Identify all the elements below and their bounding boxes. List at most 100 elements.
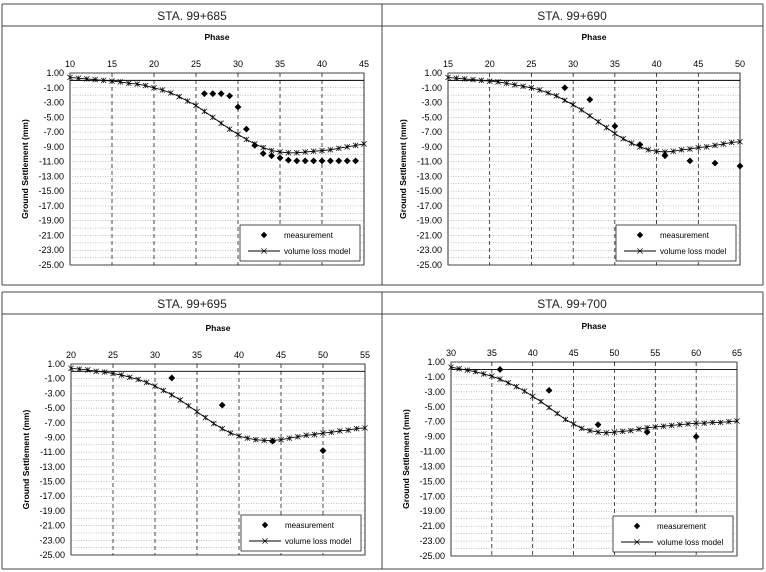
- y-tick-label: -7.00: [424, 417, 445, 427]
- legend-label-model: volume loss model: [657, 538, 723, 547]
- measurement-point: [285, 156, 292, 164]
- model-point: [201, 108, 208, 115]
- model-point: [528, 84, 535, 91]
- model-point: [285, 149, 292, 156]
- x-axis-title: Phase: [204, 32, 229, 42]
- chart-panel-2: STA. 99+690 15 20 25 30 35 40 45 50 Phase 1.00 -1.0…: [398, 9, 745, 270]
- measurement-point: [692, 433, 700, 441]
- measurement-point: [293, 157, 301, 165]
- y-tick-label: -3.00: [424, 387, 445, 397]
- measurement-point: [276, 154, 284, 162]
- model-point: [734, 418, 740, 424]
- model-point: [448, 364, 454, 371]
- model-point: [587, 427, 593, 434]
- legend: measurement volume loss model: [239, 224, 361, 262]
- model-point: [126, 374, 133, 381]
- chart-title: STA. 99+690: [537, 9, 607, 23]
- model-point: [83, 76, 90, 82]
- x-tick-label: 30: [568, 59, 578, 69]
- model-point: [685, 421, 691, 427]
- model-point: [177, 397, 184, 403]
- model-point: [480, 371, 487, 377]
- model-point: [678, 146, 685, 153]
- legend-diamond-icon: [636, 231, 644, 239]
- x-tick-label: 25: [191, 59, 201, 69]
- model-point: [67, 74, 73, 81]
- legend-star-icon: [262, 538, 268, 544]
- y-tick-label: -11.00: [420, 447, 445, 457]
- model-point: [209, 114, 216, 121]
- legend-label-measurement: measurement: [660, 231, 710, 240]
- model-point: [320, 430, 326, 436]
- y-tick-label: -19.00: [416, 216, 442, 226]
- model-point: [461, 76, 468, 82]
- model-point: [497, 376, 503, 383]
- model-point: [345, 427, 352, 433]
- model-point: [619, 428, 626, 435]
- measurement-point: [561, 84, 569, 92]
- legend-box: [239, 224, 361, 262]
- model-point: [184, 98, 191, 104]
- x-tick-label: 55: [360, 350, 370, 360]
- measurement-point: [319, 447, 327, 455]
- y-tick-label: -7.00: [43, 127, 64, 137]
- y-tick-label: -1.00: [424, 372, 445, 382]
- model-point: [701, 420, 708, 427]
- legend-box: [615, 224, 737, 262]
- y-tick-label: -15.00: [38, 186, 64, 196]
- model-point: [660, 423, 667, 430]
- measurement-point: [352, 157, 359, 165]
- model-point: [176, 93, 183, 100]
- y-tick-label: -21.00: [39, 521, 65, 531]
- y-tick-label: -1.00: [43, 83, 64, 93]
- y-tick-label: -23.00: [419, 536, 445, 546]
- model-point: [244, 435, 251, 442]
- x-tick-label: 35: [192, 350, 202, 360]
- measurement-point: [259, 150, 267, 157]
- x-tick-label: 30: [150, 350, 160, 360]
- model-point: [578, 425, 585, 432]
- legend-label-measurement: measurement: [284, 231, 334, 240]
- model-point: [720, 141, 727, 147]
- y-tick-label: -25.00: [419, 551, 445, 561]
- legend-label-model: volume loss model: [660, 247, 726, 256]
- measurement-point: [643, 428, 651, 436]
- model-point: [709, 419, 716, 426]
- model-point: [703, 143, 710, 150]
- model-point: [546, 404, 552, 411]
- legend-diamond-icon: [261, 521, 269, 529]
- legend-diamond-icon: [260, 231, 268, 239]
- model-point: [218, 120, 225, 127]
- model-point: [538, 398, 544, 405]
- legend: measurement volume loss model: [615, 224, 737, 262]
- model-point: [645, 146, 652, 153]
- measurement-point: [318, 157, 326, 165]
- x-tick-label: 15: [107, 59, 117, 69]
- model-point: [352, 142, 359, 149]
- legend: measurement volume loss model: [240, 514, 362, 552]
- model-point: [210, 420, 217, 427]
- y-tick-label: -5.00: [421, 112, 442, 122]
- x-tick-label: 50: [609, 348, 619, 358]
- model-point: [464, 367, 471, 374]
- measurement-point: [209, 90, 217, 98]
- y-axis-title: Ground Settlement (mm): [401, 409, 411, 509]
- model-point: [603, 430, 610, 436]
- y-tick-label: -17.00: [38, 201, 64, 211]
- legend-label-model: volume loss model: [284, 247, 350, 256]
- model-point: [269, 437, 276, 444]
- model-point: [495, 79, 501, 85]
- model-point: [620, 135, 627, 142]
- model-point: [235, 131, 241, 138]
- model-point: [226, 126, 233, 132]
- model-point: [335, 145, 342, 152]
- y-tick-label: -25.00: [39, 550, 65, 560]
- measurement-point: [736, 162, 744, 170]
- model-point: [168, 392, 175, 398]
- model-point: [159, 87, 166, 93]
- y-tick-label: -11.00: [40, 447, 65, 457]
- x-tick-label: 50: [735, 59, 745, 69]
- y-tick-label: -17.00: [416, 201, 442, 211]
- model-point: [503, 80, 510, 87]
- model-point: [293, 149, 300, 156]
